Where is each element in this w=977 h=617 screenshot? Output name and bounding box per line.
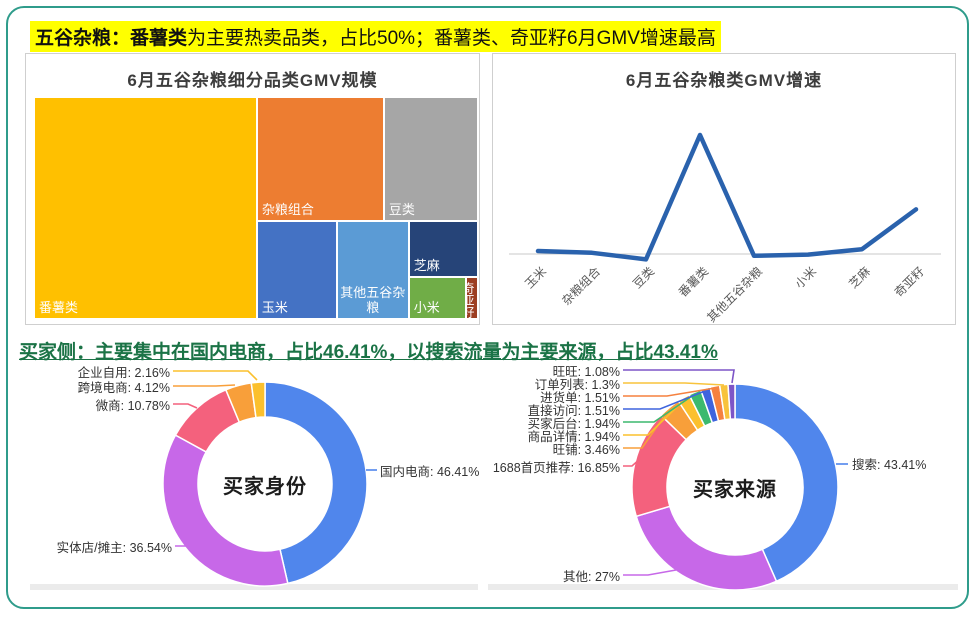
donut-label: 国内电商: 46.41%: [380, 465, 480, 479]
donut-label: 微商: 10.78%: [95, 399, 170, 413]
buyer-source-center-title: 买家来源: [693, 479, 777, 501]
gmv-treemap-chart[interactable]: 番薯类 杂粮组合 豆类玉米 其他五谷杂粮 芝麻小米 奇亚籽: [34, 97, 478, 319]
donut-label: 进货单: 1.51%: [540, 391, 620, 405]
x-tick-label: 芝麻: [846, 264, 874, 292]
buyer-source-chart: 买家来源 搜索: 43.41% 其他: 27% 1688首页推荐: 16.85% 旺铺…: [480, 358, 977, 592]
donut-slice-1[interactable]: [264, 381, 368, 585]
leader-line: [623, 387, 716, 397]
leader-line: [623, 382, 725, 386]
donut-slice-1[interactable]: [734, 383, 839, 583]
x-tick-label: 奇亚籽: [892, 264, 927, 299]
leader-line: [173, 403, 198, 409]
treemap-title: 6月五谷杂粮细分品类GMV规模: [127, 71, 378, 90]
leader-line: [173, 370, 258, 381]
donut-label: 旺旺: 1.08%: [552, 365, 620, 379]
treemap-block-5[interactable]: 其他五谷杂粮: [336, 221, 409, 319]
line-chart-card: 6月五谷杂粮类GMV增速 玉米 杂粮组合 豆类 番薯类 其他五谷杂粮 小米 芝麻 奇亚籽: [492, 53, 956, 325]
x-tick-label: 玉米: [522, 264, 549, 291]
leader-line: [623, 457, 642, 467]
donut-label: 企业自用: 2.16%: [77, 366, 170, 380]
page-title-emphasis: 五谷杂粮：番薯类: [35, 28, 188, 49]
donut-label: 实体店/摊主: 36.54%: [56, 541, 172, 555]
treemap-block-label: 奇亚籽: [465, 281, 475, 318]
donut-slice-5[interactable]: [250, 381, 266, 419]
leader-line: [623, 390, 706, 410]
treemap-block-label: 豆类: [388, 202, 415, 218]
donut-label: 搜索: 43.41%: [852, 458, 927, 472]
x-tick-label: 豆类: [630, 264, 657, 291]
buyer-section-title: 买家侧：主要集中在国内电商，占比46.41%，以搜索流量为主要来源，占比43.4…: [19, 342, 718, 363]
leader-line: [175, 541, 190, 547]
treemap-block-label: 杂粮组合: [261, 202, 314, 218]
treemap-block-8[interactable]: 奇亚籽: [465, 276, 478, 319]
donut-label: 商品详情: 1.94%: [527, 430, 620, 444]
buyer-identity-donut[interactable]: [20, 358, 480, 592]
leader-line: [173, 384, 236, 387]
donut-label: 订单列表: 1.3%: [534, 378, 620, 392]
buyer-source-donut[interactable]: [480, 358, 977, 592]
donut-slice-2[interactable]: [162, 434, 289, 587]
buyer-identity-chart: 买家身份 国内电商: 46.41% 实体店/摊主: 36.54% 微商: 10.78…: [20, 358, 480, 592]
page-title: 五谷杂粮：番薯类为主要热卖品类，占比50%；番薯类、奇亚籽6月GMV增速最高: [30, 21, 721, 52]
treemap-card: 6月五谷杂粮细分品类GMV规模 番薯类 杂粮组合 豆类玉米 其他五谷杂粮 芝麻小米 奇亚籽: [25, 53, 480, 325]
treemap-block-3[interactable]: 豆类: [383, 97, 478, 222]
gmv-growth-line-series[interactable]: [535, 132, 919, 262]
treemap-block-label: 小米: [413, 299, 440, 315]
donut-label: 其他: 27%: [563, 570, 620, 584]
buyer-identity-center-title: 买家身份: [223, 476, 307, 498]
donut-label: 1688首页推荐: 16.85%: [492, 461, 620, 475]
donut-label: 旺铺: 3.46%: [552, 443, 620, 457]
leader-line: [623, 399, 685, 436]
treemap-block-4[interactable]: 玉米: [256, 221, 337, 319]
treemap-block-label: 玉米: [261, 299, 288, 315]
x-tick-label: 小米: [792, 264, 819, 291]
treemap-block-7[interactable]: 小米: [408, 276, 466, 319]
treemap-block-label: 其他五谷杂粮: [340, 284, 406, 316]
x-tick-label: 番薯类: [676, 264, 711, 299]
donut-label: 跨境电商: 4.12%: [77, 381, 170, 395]
x-tick-label: 其他五谷杂粮: [704, 264, 766, 326]
donut-label: 直接访问: 1.51%: [527, 404, 620, 418]
x-tick-label: 杂粮组合: [559, 264, 604, 309]
treemap-block-6[interactable]: 芝麻: [408, 221, 478, 277]
leader-line: [623, 393, 696, 423]
treemap-block-2[interactable]: 杂粮组合: [256, 97, 384, 222]
treemap-block-1[interactable]: 番薯类: [34, 97, 257, 319]
donut-slice-10[interactable]: [727, 383, 736, 420]
line-chart-title: 6月五谷杂粮类GMV增速: [625, 71, 823, 90]
leader-line: [623, 569, 677, 576]
treemap-block-label: 番薯类: [39, 300, 79, 315]
donut-label: 买家后台: 1.94%: [527, 417, 620, 431]
page-title-rest: 为主要热卖品类，占比50%；番薯类、奇亚籽6月GMV增速最高: [187, 28, 716, 49]
screenshot-edge-left: [30, 584, 478, 590]
donut-slice-2[interactable]: [635, 505, 778, 591]
treemap-block-label: 芝麻: [413, 257, 440, 273]
leader-line: [623, 369, 735, 384]
